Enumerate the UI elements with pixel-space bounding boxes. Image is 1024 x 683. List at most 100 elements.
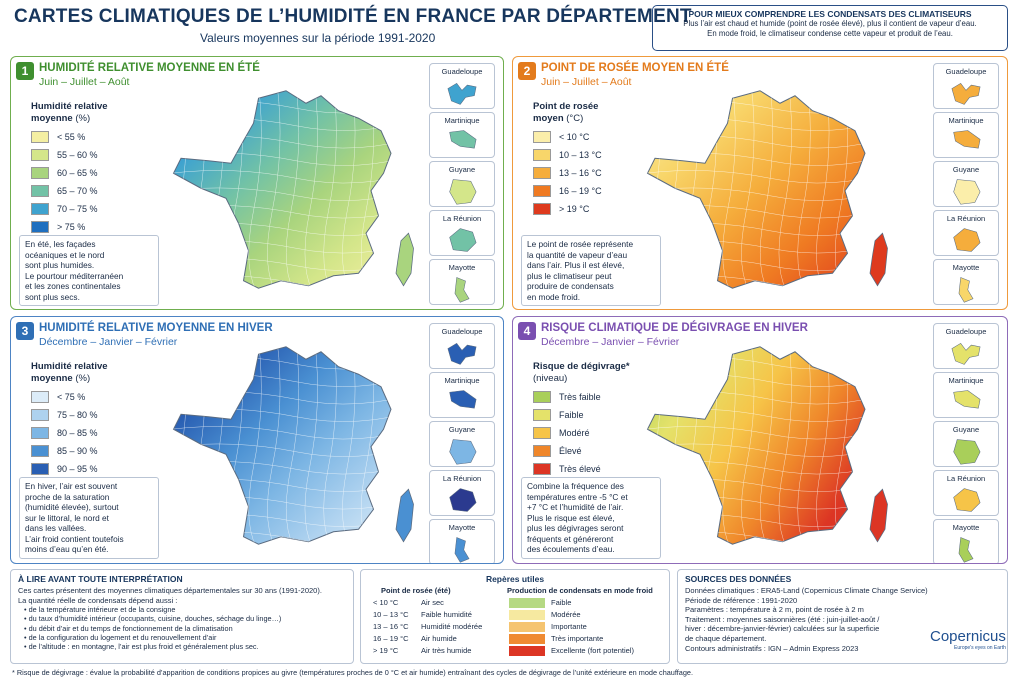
inset-map — [958, 537, 974, 563]
reference-swatch — [509, 646, 545, 656]
reference-production: Faible — [551, 598, 572, 607]
corsica-shape — [869, 488, 888, 543]
map-panel-3: 3 HUMIDITÉ RELATIVE MOYENNE EN HIVER Décem… — [10, 316, 504, 564]
reference-production: Importante — [551, 622, 587, 631]
legend-item: 60 – 65 % — [31, 167, 98, 179]
inset-map — [953, 228, 981, 252]
sources-line: Données climatiques : ERA5-Land (Coperni… — [685, 586, 928, 595]
map-panel-1: 1 HUMIDITÉ RELATIVE MOYENNE EN ÉTÉ Juin – … — [10, 56, 504, 310]
legend-label: > 75 % — [57, 222, 86, 232]
legend-item: 65 – 70 % — [31, 185, 98, 197]
legend-label: Élevé — [559, 446, 582, 456]
inset-guyane: Guyane — [429, 421, 495, 467]
inset-martinique: Martinique — [429, 372, 495, 418]
legend-item: 90 – 95 % — [31, 463, 98, 475]
legend-label: > 19 °C — [559, 204, 590, 214]
reading-notes-bullet: • de la température intérieure et de la … — [24, 605, 176, 615]
inset-label: Martinique — [948, 116, 984, 125]
panel-note: Le point de rosée représente la quantité … — [521, 235, 661, 306]
inset-map — [449, 488, 477, 512]
reference-description: Air sec — [421, 598, 444, 607]
legend-label: Très faible — [559, 392, 601, 402]
inset-guyane: Guyane — [429, 161, 495, 207]
reading-notes-bullet: • de la configuration du logement et du … — [24, 633, 217, 643]
inset-map — [953, 130, 981, 149]
legend-label: Très élevé — [559, 464, 601, 474]
legend-item: 55 – 60 % — [31, 149, 98, 161]
inset-map — [449, 179, 477, 205]
inset-mayotte: Mayotte — [933, 259, 999, 305]
inset-label: La Réunion — [946, 214, 986, 223]
inset-guadeloupe: Guadeloupe — [933, 63, 999, 109]
inset-mayotte: Mayotte — [933, 519, 999, 563]
legend-swatch — [533, 203, 551, 215]
info-line-2: En mode froid, le climatiseur condense c… — [707, 29, 953, 38]
inset-guyane: Guyane — [933, 421, 999, 467]
inset-map — [449, 228, 477, 252]
footnote: * Risque de dégivrage : évalue la probab… — [12, 668, 693, 677]
inset-map — [953, 390, 981, 409]
inset-guadeloupe: Guadeloupe — [429, 323, 495, 369]
legend-swatch — [533, 131, 551, 143]
france-choropleth-map — [172, 346, 414, 545]
reference-production: Modérée — [551, 610, 581, 619]
inset-label: La Réunion — [442, 474, 482, 483]
inset-map — [449, 130, 477, 149]
legend-swatch — [31, 221, 49, 233]
panel-number-badge: 2 — [518, 62, 536, 80]
inset-map — [454, 277, 470, 303]
reference-range: 13 – 16 °C — [373, 622, 409, 631]
legend-title: Point de rosée moyen (°C) — [533, 101, 599, 124]
inset-martinique: Martinique — [429, 112, 495, 158]
reference-swatch — [509, 622, 545, 632]
legend-swatch — [31, 409, 49, 421]
reading-notes-bullet: • du taux d’humidité intérieur (occupant… — [24, 614, 282, 624]
inset-label: Martinique — [444, 116, 480, 125]
mainland-france-shape — [172, 90, 392, 289]
legend-title: Humidité relative moyenne (%) — [31, 361, 108, 384]
panel-note: En été, les façades océaniques et le nord… — [19, 235, 159, 306]
legend-item: Faible — [533, 409, 584, 421]
map-panel-4: 4 RISQUE CLIMATIQUE DE DÉGIVRAGE EN HIVER… — [512, 316, 1008, 564]
inset-label: La Réunion — [946, 474, 986, 483]
inset-label: Martinique — [444, 376, 480, 385]
legend-swatch — [31, 203, 49, 215]
legend-swatch — [31, 185, 49, 197]
inset-mayotte: Mayotte — [429, 519, 495, 563]
legend-label: Faible — [559, 410, 584, 420]
corsica-shape — [395, 232, 414, 287]
panel-number-badge: 1 — [16, 62, 34, 80]
inset-map — [449, 439, 477, 465]
panel-title: HUMIDITÉ RELATIVE MOYENNE EN ÉTÉ — [39, 62, 260, 74]
reference-description: Humidité modérée — [421, 622, 483, 631]
legend-item: > 75 % — [31, 221, 85, 233]
legend-label: 16 – 19 °C — [559, 186, 602, 196]
inset-mayotte: Mayotte — [429, 259, 495, 305]
mainland-france-shape — [646, 346, 866, 545]
inset-guyane: Guyane — [933, 161, 999, 207]
legend-item: Modéré — [533, 427, 590, 439]
legend-item: 75 – 80 % — [31, 409, 98, 421]
reading-notes-line: Ces cartes présentent des moyennes clima… — [18, 586, 322, 595]
inset-label: Guyane — [448, 165, 476, 174]
bullet-text: de la configuration du logement et du re… — [28, 633, 217, 643]
legend-label: 80 – 85 % — [57, 428, 98, 438]
legend-item: 85 – 90 % — [31, 445, 98, 457]
legend-title: Risque de dégivrage* (niveau) — [533, 361, 630, 384]
inset-label: Guadeloupe — [441, 67, 483, 76]
inset-label: Guyane — [952, 165, 980, 174]
inset-label: Mayotte — [448, 523, 476, 532]
legend-label: 75 – 80 % — [57, 410, 98, 420]
inset-martinique: Martinique — [933, 112, 999, 158]
inset-guadeloupe: Guadeloupe — [429, 63, 495, 109]
page-title: CARTES CLIMATIQUES DE L’HUMIDITÉ EN FRAN… — [14, 6, 692, 27]
inset-map — [953, 179, 981, 205]
legend-label: Modéré — [559, 428, 590, 438]
sources-line: de chaque département. — [685, 633, 767, 643]
inset-map — [953, 439, 981, 465]
legend-item: Élevé — [533, 445, 582, 457]
inset-reunion: La Réunion — [429, 210, 495, 256]
reference-swatch — [509, 598, 545, 608]
reference-swatch — [509, 610, 545, 620]
legend-label: 60 – 65 % — [57, 168, 98, 178]
